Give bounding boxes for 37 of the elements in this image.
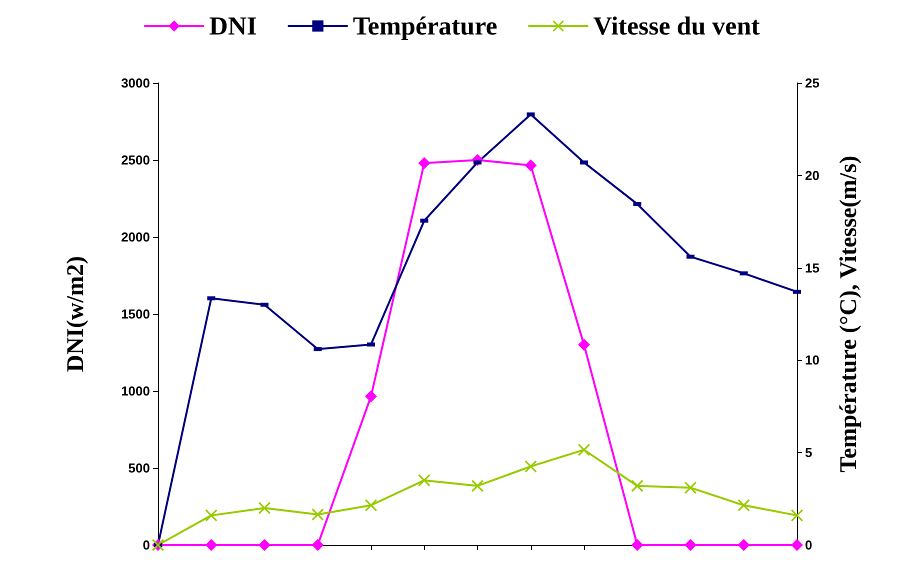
y-tick-label: 3000: [121, 76, 150, 90]
point: [258, 539, 270, 551]
y-tick-label: 2500: [121, 152, 150, 168]
point: [418, 157, 430, 170]
y-tick-label: 500: [128, 460, 150, 476]
y-tick-label: 0: [142, 538, 150, 552]
point: [418, 474, 430, 486]
point: [365, 390, 377, 402]
y2-tick-label: 5: [805, 445, 812, 460]
y2-tick-label: 20: [805, 168, 820, 183]
point: [791, 539, 803, 551]
y2-axis-title: Température (°C), Vitesse(m/s): [836, 156, 862, 472]
point: [205, 539, 218, 551]
y2-tick-label: 25: [805, 76, 820, 90]
point: [578, 338, 590, 351]
legend-label: Vitesse du vent: [593, 12, 760, 40]
point: [631, 539, 644, 551]
point: [738, 539, 750, 551]
point: [524, 159, 537, 172]
y2-tick-label: 0: [805, 538, 812, 552]
point: [205, 509, 218, 522]
point: [312, 539, 324, 551]
point: [472, 480, 484, 492]
point: [258, 502, 270, 514]
y-tick-label: 1500: [121, 306, 150, 322]
point: [631, 480, 644, 492]
y-axis-title: DNI(w/m2): [63, 256, 89, 372]
y-tick-label: 2000: [121, 230, 150, 244]
y-tick-label: 1000: [121, 384, 150, 398]
y2-tick-label: 15: [805, 260, 820, 276]
point: [578, 444, 590, 456]
legend-label: Température: [352, 12, 498, 40]
y2-tick-label: 10: [805, 352, 820, 368]
point: [684, 539, 696, 551]
point: [791, 509, 803, 522]
point: [738, 499, 750, 512]
legend-label: DNI: [209, 12, 257, 40]
